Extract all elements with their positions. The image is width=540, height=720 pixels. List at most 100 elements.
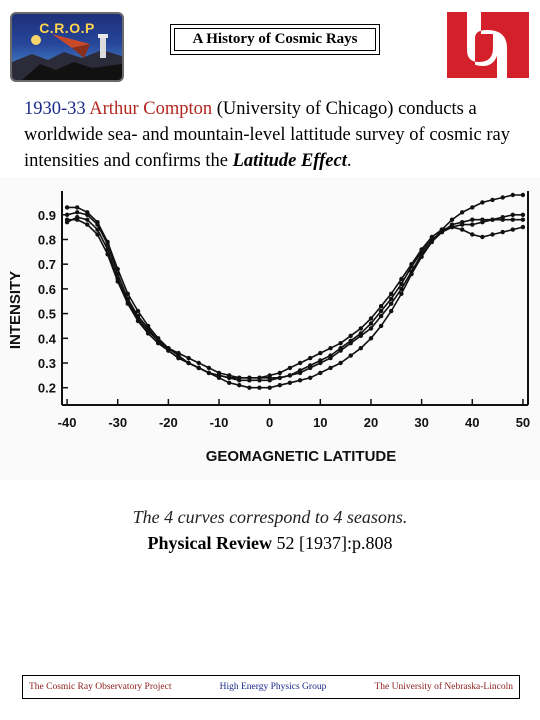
series-1-point xyxy=(399,291,404,296)
y-tick-label: 0.7 xyxy=(38,257,56,272)
footer-right: The University of Nebraska-Lincoln xyxy=(374,682,513,692)
series-2-point xyxy=(520,212,526,217)
series-4-point xyxy=(308,365,313,371)
series-1-point xyxy=(75,205,80,210)
page-title: A History of Cosmic Rays xyxy=(192,31,358,47)
page-title-box: A History of Cosmic Rays xyxy=(170,24,380,55)
caption-ref: 52 [1937]:p.808 xyxy=(271,533,393,553)
series-4-point xyxy=(358,333,363,338)
series-4-point xyxy=(490,217,495,222)
x-tick-label: -40 xyxy=(58,415,77,430)
series-3-point xyxy=(338,341,343,346)
series-line-1 xyxy=(67,194,523,389)
series-2-point xyxy=(389,296,394,301)
x-tick-label: 0 xyxy=(266,415,273,430)
series-4-point xyxy=(297,370,303,376)
series-1-point xyxy=(348,353,353,358)
series-1-point xyxy=(358,346,363,351)
series-1-point xyxy=(277,383,282,388)
series-1-point xyxy=(470,205,475,210)
series-4-point xyxy=(520,217,526,222)
series-4-point xyxy=(277,375,282,380)
series-4-point xyxy=(328,355,333,361)
x-tick-label: 50 xyxy=(516,415,530,430)
series-3-point xyxy=(267,373,272,378)
series-3-point xyxy=(520,224,526,230)
series-line-4 xyxy=(67,218,523,382)
series-1-point xyxy=(389,308,394,314)
series-2-point xyxy=(470,222,475,227)
series-4-point xyxy=(166,348,171,353)
series-4-point xyxy=(500,217,505,222)
series-4-point xyxy=(439,229,445,235)
footer-center: High Energy Physics Group xyxy=(219,682,327,692)
x-tick-label: 30 xyxy=(414,415,428,430)
series-2-point xyxy=(510,212,515,217)
series-3-point xyxy=(85,217,90,222)
series-4-point xyxy=(267,378,272,383)
series-1-point xyxy=(500,195,505,200)
y-tick-label: 0.6 xyxy=(38,282,56,297)
series-2-point xyxy=(368,321,374,326)
series-4-point xyxy=(115,279,120,284)
series-4-point xyxy=(460,220,465,225)
series-3-point xyxy=(409,262,414,267)
series-4-point xyxy=(348,341,353,346)
series-1-point xyxy=(257,385,262,390)
series-4-point xyxy=(186,360,191,366)
series-1-point xyxy=(135,308,141,314)
series-4-point xyxy=(409,269,414,274)
series-1-point xyxy=(267,385,272,390)
crop-logo: C.R.O.P xyxy=(10,12,124,82)
series-2-point xyxy=(95,222,100,227)
caption-seasons: The 4 curves correspond to 4 seasons. xyxy=(132,507,408,527)
series-2-point xyxy=(85,212,90,217)
latitude-chart: 0.9 0.8 0.7 0.6 0.5 0.4 0.3 0.2 -40 -30 -20 -10 0 10 2… xyxy=(0,177,540,480)
footer-left: The Cosmic Ray Observatory Project xyxy=(29,682,172,692)
series-3-point xyxy=(490,232,495,237)
series-4-point xyxy=(237,378,242,383)
crop-logo-text: C.R.O.P xyxy=(39,20,95,36)
series-4-point xyxy=(206,370,212,376)
crop-logo-art-icon xyxy=(12,34,122,80)
series-1-point xyxy=(297,378,303,383)
series-1-point xyxy=(318,370,323,376)
series-4-point xyxy=(318,360,323,366)
series-2-point xyxy=(399,281,404,287)
y-tick-label: 0.8 xyxy=(38,232,56,247)
series-4-point xyxy=(75,217,80,222)
series-4-point xyxy=(257,378,262,383)
series-3-point xyxy=(297,360,303,366)
series-4-point xyxy=(510,217,515,222)
series-1-point xyxy=(227,380,232,385)
series-4-point xyxy=(85,222,90,227)
y-axis-label: INTENSITY xyxy=(7,271,24,349)
series-4-point xyxy=(105,252,110,257)
series-3-point xyxy=(196,360,201,366)
series-4-point xyxy=(449,222,455,227)
series-4-point xyxy=(196,365,201,371)
series-3-point xyxy=(277,370,282,376)
series-layer xyxy=(64,192,526,390)
y-tick-label: 0.2 xyxy=(38,381,56,396)
intro-paragraph: 1930-33 Arthur Compton (University of Ch… xyxy=(24,96,524,174)
series-4-point xyxy=(176,355,181,361)
series-1-point xyxy=(64,205,70,210)
intro-text: (University of Chicago) conducts a world… xyxy=(24,99,510,171)
series-4-point xyxy=(64,217,70,222)
series-3-point xyxy=(470,232,475,237)
series-1-point xyxy=(510,192,515,198)
series-3-point xyxy=(500,229,505,235)
caption-journal: Physical Review xyxy=(147,533,272,553)
series-3-point xyxy=(186,355,191,361)
y-tick-label: 0.3 xyxy=(38,356,56,371)
series-3-point xyxy=(480,234,485,240)
series-1-point xyxy=(328,365,333,371)
series-4-point xyxy=(227,375,232,380)
series-4-point xyxy=(480,217,485,222)
intro-effect: Latitude Effect xyxy=(232,151,347,171)
series-4-point xyxy=(419,252,424,257)
series-3-point xyxy=(206,365,212,371)
x-tick-label: 40 xyxy=(465,415,479,430)
series-3-point xyxy=(510,227,515,232)
